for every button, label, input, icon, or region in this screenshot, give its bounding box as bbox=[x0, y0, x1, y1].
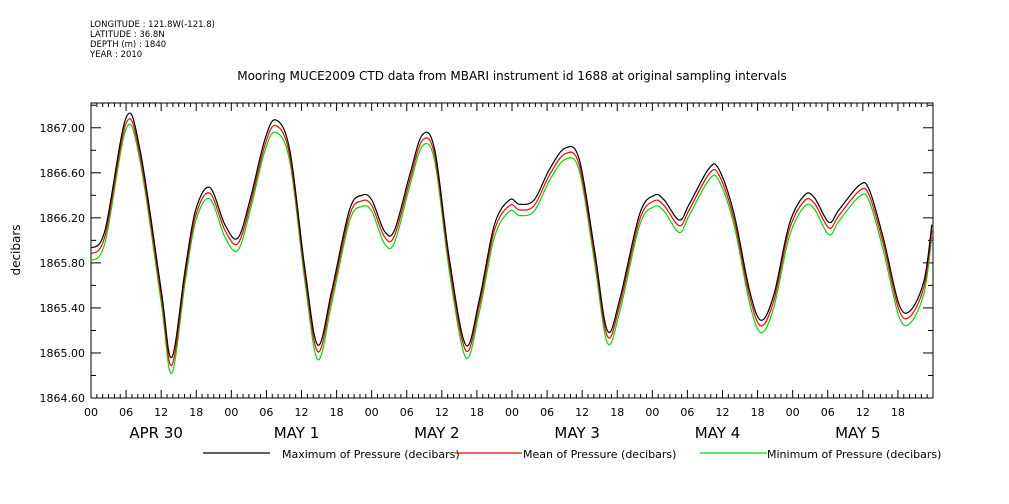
series-min-line bbox=[90, 123, 933, 374]
y-axis-label: decibars bbox=[9, 224, 23, 275]
day-label: APR 30 bbox=[129, 424, 183, 442]
chart-title: Mooring MUCE2009 CTD data from MBARI ins… bbox=[237, 69, 787, 83]
x-tick-label: 18 bbox=[751, 406, 765, 419]
y-tick-label: 1865.40 bbox=[40, 302, 86, 315]
series-max-line bbox=[90, 112, 933, 359]
x-tick-label: 18 bbox=[891, 406, 905, 419]
y-tick-label: 1867.00 bbox=[40, 122, 86, 135]
day-label: MAY 1 bbox=[274, 424, 320, 442]
y-tick-label: 1866.20 bbox=[40, 212, 86, 225]
x-tick-label: 06 bbox=[259, 406, 273, 419]
y-tick-label: 1865.80 bbox=[40, 257, 86, 270]
x-tick-label: 06 bbox=[400, 406, 414, 419]
x-tick-label: 12 bbox=[154, 406, 168, 419]
x-tick-label: 12 bbox=[295, 406, 309, 419]
longitude-label: LONGITUDE : 121.8W(-121.8) bbox=[90, 20, 215, 30]
x-tick-label: 12 bbox=[575, 406, 589, 419]
y-tick-label: 1866.60 bbox=[40, 167, 86, 180]
x-tick-label: 06 bbox=[680, 406, 694, 419]
x-tick-label: 18 bbox=[610, 406, 624, 419]
x-tick-label: 18 bbox=[330, 406, 344, 419]
series-mean-line bbox=[90, 118, 933, 366]
x-tick-label: 12 bbox=[716, 406, 730, 419]
legend-label: Maximum of Pressure (decibars) bbox=[282, 448, 460, 461]
x-tick-label: 06 bbox=[821, 406, 835, 419]
year-label: YEAR : 2010 bbox=[90, 50, 143, 60]
header-info: LONGITUDE : 121.8W(-121.8) LATITUDE : 36… bbox=[90, 20, 215, 60]
y-tick-label: 1865.00 bbox=[40, 347, 86, 360]
x-tick-label: 18 bbox=[470, 406, 484, 419]
x-tick-label: 00 bbox=[645, 406, 659, 419]
y-tick-label: 1864.60 bbox=[40, 392, 86, 405]
series-lines bbox=[90, 112, 933, 374]
depth-label: DEPTH (m) : 1840 bbox=[90, 40, 167, 50]
day-label: MAY 2 bbox=[414, 424, 460, 442]
x-tick-label: 06 bbox=[119, 406, 133, 419]
x-tick-label: 00 bbox=[84, 406, 98, 419]
day-label: MAY 4 bbox=[695, 424, 741, 442]
axes: 1864.60 1865.00 1865.40 1865.80 1866.20 1866.… bbox=[40, 102, 934, 442]
x-tick-label: 06 bbox=[540, 406, 554, 419]
plot-frame bbox=[90, 102, 934, 399]
x-tick-label: 18 bbox=[189, 406, 203, 419]
x-tick-label: 12 bbox=[856, 406, 870, 419]
legend: Maximum of Pressure (decibars) Mean of Pr… bbox=[203, 448, 941, 461]
x-tick-label: 00 bbox=[224, 406, 238, 419]
day-label: MAY 5 bbox=[835, 424, 881, 442]
legend-label: Mean of Pressure (decibars) bbox=[523, 448, 676, 461]
x-tick-label: 00 bbox=[505, 406, 519, 419]
latitude-label: LATITUDE : 36.8N bbox=[90, 30, 165, 40]
day-label: MAY 3 bbox=[554, 424, 600, 442]
legend-label: Minimum of Pressure (decibars) bbox=[767, 448, 941, 461]
x-tick-label: 00 bbox=[786, 406, 800, 419]
x-tick-label: 00 bbox=[365, 406, 379, 419]
x-tick-label: 12 bbox=[435, 406, 449, 419]
